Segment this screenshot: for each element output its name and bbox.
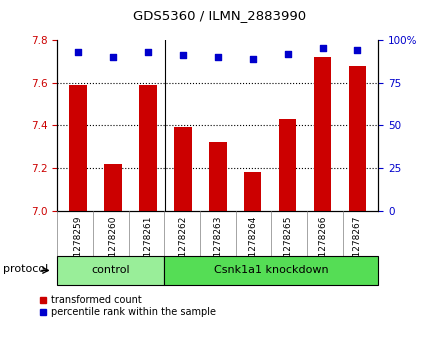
Text: control: control [92,265,130,276]
Point [284,51,291,57]
Bar [57,256,164,285]
Point [110,54,117,60]
Bar [244,172,261,211]
Bar [174,127,191,211]
Text: GDS5360 / ILMN_2883990: GDS5360 / ILMN_2883990 [133,9,307,22]
Point [180,52,187,58]
Bar [314,57,331,211]
Point [214,54,221,60]
Text: protocol: protocol [3,264,48,274]
Legend: transformed count, percentile rank within the sample: transformed count, percentile rank withi… [40,295,216,317]
Bar [349,66,366,211]
Bar [164,256,378,285]
Bar [139,85,157,211]
Bar [209,142,227,211]
Bar [279,119,297,211]
Point [75,49,82,55]
Text: Csnk1a1 knockdown: Csnk1a1 knockdown [214,265,329,276]
Point [249,56,256,62]
Bar [70,85,87,211]
Point [144,49,151,55]
Point [354,47,361,53]
Bar [104,164,122,211]
Point [319,46,326,52]
